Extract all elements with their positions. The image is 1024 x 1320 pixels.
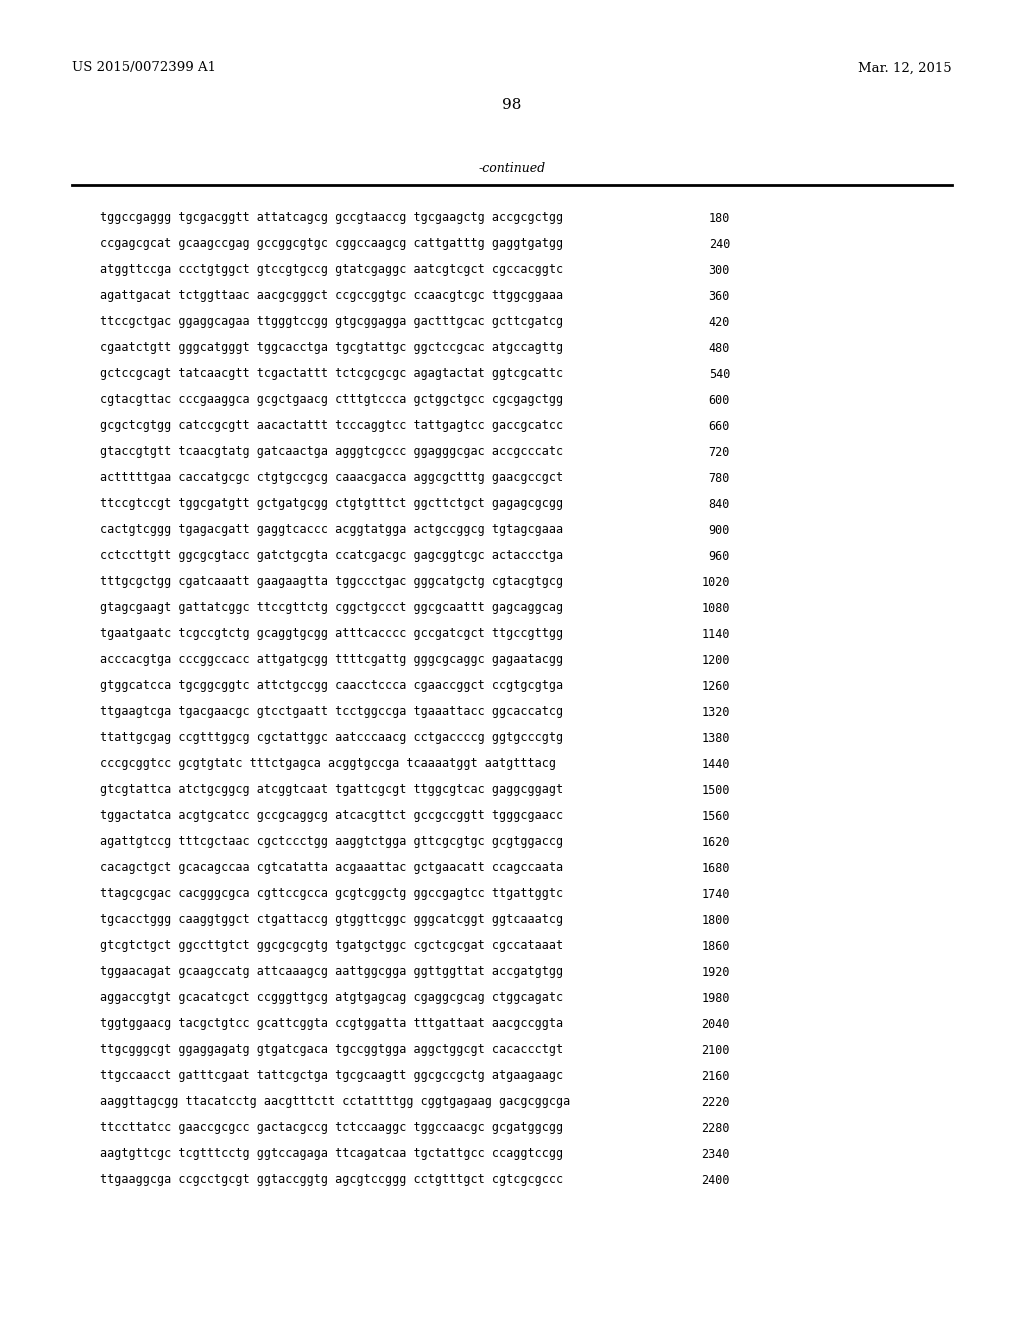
Text: tgcacctggg caaggtggct ctgattaccg gtggttcggc gggcatcggt ggtcaaatcg: tgcacctggg caaggtggct ctgattaccg gtggttc… (100, 913, 563, 927)
Text: aagtgttcgc tcgtttcctg ggtccagaga ttcagatcaa tgctattgcc ccaggtccgg: aagtgttcgc tcgtttcctg ggtccagaga ttcagat… (100, 1147, 563, 1160)
Text: gcgctcgtgg catccgcgtt aacactattt tcccaggtcc tattgagtcc gaccgcatcc: gcgctcgtgg catccgcgtt aacactattt tcccagg… (100, 420, 563, 433)
Text: cgaatctgtt gggcatgggt tggcacctga tgcgtattgc ggctccgcac atgccagttg: cgaatctgtt gggcatgggt tggcacctga tgcgtat… (100, 342, 563, 355)
Text: cacagctgct gcacagccaa cgtcatatta acgaaattac gctgaacatt ccagccaata: cacagctgct gcacagccaa cgtcatatta acgaaat… (100, 862, 563, 874)
Text: agattgtccg tttcgctaac cgctccctgg aaggtctgga gttcgcgtgc gcgtggaccg: agattgtccg tttcgctaac cgctccctgg aaggtct… (100, 836, 563, 849)
Text: 1620: 1620 (701, 836, 730, 849)
Text: aggaccgtgt gcacatcgct ccgggttgcg atgtgagcag cgaggcgcag ctggcagatc: aggaccgtgt gcacatcgct ccgggttgcg atgtgag… (100, 991, 563, 1005)
Text: 180: 180 (709, 211, 730, 224)
Text: 420: 420 (709, 315, 730, 329)
Text: gtggcatcca tgcggcggtc attctgccgg caacctccca cgaaccggct ccgtgcgtga: gtggcatcca tgcggcggtc attctgccgg caacctc… (100, 680, 563, 693)
Text: ttgcgggcgt ggaggagatg gtgatcgaca tgccggtgga aggctggcgt cacaccctgt: ttgcgggcgt ggaggagatg gtgatcgaca tgccggt… (100, 1044, 563, 1056)
Text: gtcgtattca atctgcggcg atcggtcaat tgattcgcgt ttggcgtcac gaggcggagt: gtcgtattca atctgcggcg atcggtcaat tgattcg… (100, 784, 563, 796)
Text: ttattgcgag ccgtttggcg cgctattggc aatcccaacg cctgaccccg ggtgcccgtg: ttattgcgag ccgtttggcg cgctattggc aatccca… (100, 731, 563, 744)
Text: tggactatca acgtgcatcc gccgcaggcg atcacgttct gccgccggtt tgggcgaacc: tggactatca acgtgcatcc gccgcaggcg atcacgt… (100, 809, 563, 822)
Text: ttccgctgac ggaggcagaa ttgggtccgg gtgcggagga gactttgcac gcttcgatcg: ttccgctgac ggaggcagaa ttgggtccgg gtgcgga… (100, 315, 563, 329)
Text: ttgccaacct gatttcgaat tattcgctga tgcgcaagtt ggcgccgctg atgaagaagc: ttgccaacct gatttcgaat tattcgctga tgcgcaa… (100, 1069, 563, 1082)
Text: 1200: 1200 (701, 653, 730, 667)
Text: tgaatgaatc tcgccgtctg gcaggtgcgg atttcacccc gccgatcgct ttgccgttgg: tgaatgaatc tcgccgtctg gcaggtgcgg atttcac… (100, 627, 563, 640)
Text: cctccttgtt ggcgcgtacc gatctgcgta ccatcgacgc gagcggtcgc actaccctga: cctccttgtt ggcgcgtacc gatctgcgta ccatcga… (100, 549, 563, 562)
Text: cgtacgttac cccgaaggca gcgctgaacg ctttgtccca gctggctgcc cgcgagctgg: cgtacgttac cccgaaggca gcgctgaacg ctttgtc… (100, 393, 563, 407)
Text: cactgtcggg tgagacgatt gaggtcaccc acggtatgga actgccggcg tgtagcgaaa: cactgtcggg tgagacgatt gaggtcaccc acggtat… (100, 524, 563, 536)
Text: atggttccga ccctgtggct gtccgtgccg gtatcgaggc aatcgtcgct cgccacggtc: atggttccga ccctgtggct gtccgtgccg gtatcga… (100, 264, 563, 276)
Text: 960: 960 (709, 549, 730, 562)
Text: 2040: 2040 (701, 1018, 730, 1031)
Text: actttttgaa caccatgcgc ctgtgccgcg caaacgacca aggcgctttg gaacgccgct: actttttgaa caccatgcgc ctgtgccgcg caaacga… (100, 471, 563, 484)
Text: agattgacat tctggttaac aacgcgggct ccgccggtgc ccaacgtcgc ttggcggaaa: agattgacat tctggttaac aacgcgggct ccgccgg… (100, 289, 563, 302)
Text: tggtggaacg tacgctgtcc gcattcggta ccgtggatta tttgattaat aacgccggta: tggtggaacg tacgctgtcc gcattcggta ccgtgga… (100, 1018, 563, 1031)
Text: 1080: 1080 (701, 602, 730, 615)
Text: 2340: 2340 (701, 1147, 730, 1160)
Text: 1920: 1920 (701, 965, 730, 978)
Text: 1980: 1980 (701, 991, 730, 1005)
Text: US 2015/0072399 A1: US 2015/0072399 A1 (72, 62, 216, 74)
Text: 1560: 1560 (701, 809, 730, 822)
Text: 2220: 2220 (701, 1096, 730, 1109)
Text: 1800: 1800 (701, 913, 730, 927)
Text: 300: 300 (709, 264, 730, 276)
Text: tttgcgctgg cgatcaaatt gaagaagtta tggccctgac gggcatgctg cgtacgtgcg: tttgcgctgg cgatcaaatt gaagaagtta tggccct… (100, 576, 563, 589)
Text: tggccgaggg tgcgacggtt attatcagcg gccgtaaccg tgcgaagctg accgcgctgg: tggccgaggg tgcgacggtt attatcagcg gccgtaa… (100, 211, 563, 224)
Text: cccgcggtcc gcgtgtatc tttctgagca acggtgccga tcaaaatggt aatgtttacg: cccgcggtcc gcgtgtatc tttctgagca acggtgcc… (100, 758, 556, 771)
Text: ttagcgcgac cacgggcgca cgttccgcca gcgtcggctg ggccgagtcc ttgattggtc: ttagcgcgac cacgggcgca cgttccgcca gcgtcgg… (100, 887, 563, 900)
Text: ttgaagtcga tgacgaacgc gtcctgaatt tcctggccga tgaaattacc ggcaccatcg: ttgaagtcga tgacgaacgc gtcctgaatt tcctggc… (100, 705, 563, 718)
Text: 2280: 2280 (701, 1122, 730, 1134)
Text: 480: 480 (709, 342, 730, 355)
Text: 1140: 1140 (701, 627, 730, 640)
Text: gtagcgaagt gattatcggc ttccgttctg cggctgccct ggcgcaattt gagcaggcag: gtagcgaagt gattatcggc ttccgttctg cggctgc… (100, 602, 563, 615)
Text: ttccttatcc gaaccgcgcc gactacgccg tctccaaggc tggccaacgc gcgatggcgg: ttccttatcc gaaccgcgcc gactacgccg tctccaa… (100, 1122, 563, 1134)
Text: 1440: 1440 (701, 758, 730, 771)
Text: 1380: 1380 (701, 731, 730, 744)
Text: 1740: 1740 (701, 887, 730, 900)
Text: 1500: 1500 (701, 784, 730, 796)
Text: 1320: 1320 (701, 705, 730, 718)
Text: ttccgtccgt tggcgatgtt gctgatgcgg ctgtgtttct ggcttctgct gagagcgcgg: ttccgtccgt tggcgatgtt gctgatgcgg ctgtgtt… (100, 498, 563, 511)
Text: 240: 240 (709, 238, 730, 251)
Text: 720: 720 (709, 446, 730, 458)
Text: ttgaaggcga ccgcctgcgt ggtaccggtg agcgtccggg cctgtttgct cgtcgcgccc: ttgaaggcga ccgcctgcgt ggtaccggtg agcgtcc… (100, 1173, 563, 1187)
Text: gtaccgtgtt tcaacgtatg gatcaactga agggtcgccc ggagggcgac accgcccatc: gtaccgtgtt tcaacgtatg gatcaactga agggtcg… (100, 446, 563, 458)
Text: 2100: 2100 (701, 1044, 730, 1056)
Text: gtcgtctgct ggccttgtct ggcgcgcgtg tgatgctggc cgctcgcgat cgccataaat: gtcgtctgct ggccttgtct ggcgcgcgtg tgatgct… (100, 940, 563, 953)
Text: 2400: 2400 (701, 1173, 730, 1187)
Text: aaggttagcgg ttacatcctg aacgtttctt cctattttgg cggtgagaag gacgcggcga: aaggttagcgg ttacatcctg aacgtttctt cctatt… (100, 1096, 570, 1109)
Text: gctccgcagt tatcaacgtt tcgactattt tctcgcgcgc agagtactat ggtcgcattc: gctccgcagt tatcaacgtt tcgactattt tctcgcg… (100, 367, 563, 380)
Text: Mar. 12, 2015: Mar. 12, 2015 (858, 62, 952, 74)
Text: 1860: 1860 (701, 940, 730, 953)
Text: 1260: 1260 (701, 680, 730, 693)
Text: 540: 540 (709, 367, 730, 380)
Text: 780: 780 (709, 471, 730, 484)
Text: tggaacagat gcaagccatg attcaaagcg aattggcgga ggttggttat accgatgtgg: tggaacagat gcaagccatg attcaaagcg aattggc… (100, 965, 563, 978)
Text: 900: 900 (709, 524, 730, 536)
Text: 840: 840 (709, 498, 730, 511)
Text: 98: 98 (503, 98, 521, 112)
Text: 660: 660 (709, 420, 730, 433)
Text: acccacgtga cccggccacc attgatgcgg ttttcgattg gggcgcaggc gagaatacgg: acccacgtga cccggccacc attgatgcgg ttttcga… (100, 653, 563, 667)
Text: 1680: 1680 (701, 862, 730, 874)
Text: -continued: -continued (478, 161, 546, 174)
Text: ccgagcgcat gcaagccgag gccggcgtgc cggccaagcg cattgatttg gaggtgatgg: ccgagcgcat gcaagccgag gccggcgtgc cggccaa… (100, 238, 563, 251)
Text: 1020: 1020 (701, 576, 730, 589)
Text: 2160: 2160 (701, 1069, 730, 1082)
Text: 360: 360 (709, 289, 730, 302)
Text: 600: 600 (709, 393, 730, 407)
